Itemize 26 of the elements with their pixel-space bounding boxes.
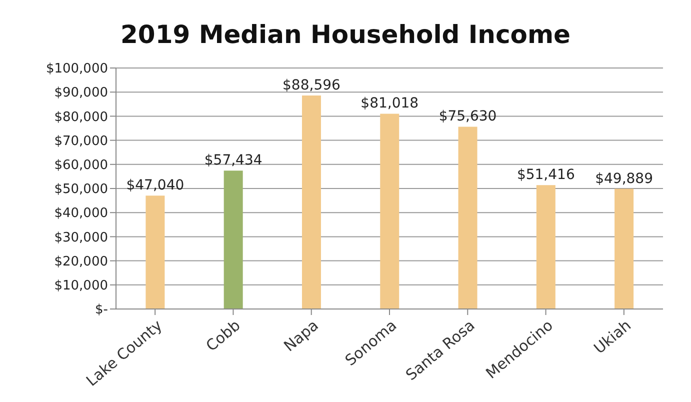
bar — [302, 95, 321, 309]
y-tick-label: $70,000 — [54, 134, 108, 149]
y-tick-label: $40,000 — [54, 206, 108, 222]
y-tick-label: $60,000 — [54, 158, 108, 174]
data-label: $57,434 — [204, 152, 262, 169]
y-tick-label: $50,000 — [54, 182, 108, 198]
data-label: $49,889 — [595, 170, 654, 187]
y-tick-label: $100,000 — [46, 62, 108, 77]
data-label: $88,596 — [282, 77, 341, 94]
bar — [536, 185, 556, 309]
bar — [614, 188, 634, 309]
y-tick-label: $- — [95, 302, 108, 318]
chart-title: 2019 Median Household Income — [120, 19, 572, 51]
bar — [380, 114, 400, 309]
bar — [146, 196, 165, 309]
y-tick-label: $20,000 — [54, 254, 108, 270]
bar — [458, 126, 478, 309]
y-tick-label: $90,000 — [54, 86, 108, 101]
data-label: $51,416 — [516, 167, 575, 184]
y-tick-label: $80,000 — [54, 110, 108, 125]
data-label: $75,630 — [438, 108, 497, 125]
data-label: $81,018 — [360, 96, 419, 112]
data-label: $47,040 — [126, 178, 184, 194]
y-tick-label: $30,000 — [54, 230, 108, 246]
y-tick-label: $10,000 — [54, 278, 108, 294]
bar — [224, 170, 243, 309]
